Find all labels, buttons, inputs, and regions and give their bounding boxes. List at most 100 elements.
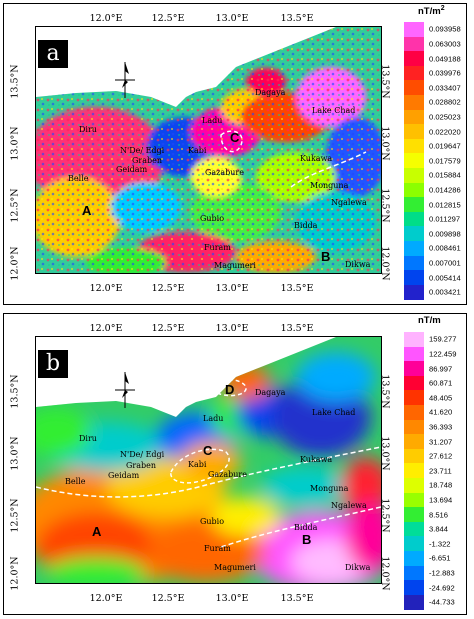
lat-tick-left: 13.5°N <box>9 64 21 99</box>
place-label: Gubio <box>200 214 225 223</box>
north-arrow-icon <box>115 62 135 98</box>
lon-tick-bottom: 13.5°E <box>280 283 314 294</box>
legend-swatch <box>404 332 424 348</box>
legend-swatch <box>404 124 424 140</box>
zone-label: A <box>92 524 102 539</box>
legend-swatch <box>404 551 424 567</box>
legend-swatch <box>404 492 424 508</box>
legend-swatch <box>404 51 424 67</box>
legend-swatch <box>404 153 424 169</box>
legend-value: 0.003421 <box>429 287 461 297</box>
zone-label: A <box>82 203 92 218</box>
legend-swatch <box>404 270 424 286</box>
legend-value: 27.612 <box>429 451 453 461</box>
legend-value: 0.063003 <box>429 39 461 49</box>
lat-tick-left: 13.5°N <box>9 374 21 409</box>
place-label: Bidda <box>294 523 318 532</box>
place-label: Gubio <box>200 517 225 526</box>
legend-value: -12.883 <box>429 568 455 578</box>
legend-value: 122.459 <box>429 349 457 359</box>
place-label: Belle <box>65 477 86 486</box>
lat-tick-left: 12.0°N <box>9 556 21 591</box>
legend-value: 0.049188 <box>429 54 461 63</box>
panel-a: 12.0°E 12.5°E 13.0°E 13.5°E 12.0°E 12.5°… <box>3 3 467 305</box>
legend-value: 0.008461 <box>429 243 461 253</box>
lat-tick-left: 12.5°N <box>9 188 21 223</box>
place-label: Diru <box>79 434 97 443</box>
place-label: Furam <box>204 243 231 252</box>
place-label: Lake Chad <box>312 408 356 417</box>
legend-value: 31.207 <box>429 437 453 446</box>
place-label: Ladu <box>203 414 224 423</box>
legend-value: 86.997 <box>429 364 453 373</box>
zone-label: B <box>302 532 312 547</box>
place-label: Dagaya <box>255 88 286 97</box>
legend-swatch <box>404 478 424 494</box>
gradient-map-b <box>35 336 382 584</box>
legend-value: 41.620 <box>429 407 453 417</box>
panel-b-label: b <box>38 350 68 378</box>
legend-value: 13.694 <box>429 495 453 505</box>
place-label: Gazabure <box>205 168 244 177</box>
lon-tick-bottom: 13.0°E <box>215 593 249 604</box>
legend-value: 0.005414 <box>429 273 461 282</box>
place-label: Monguna <box>310 181 349 190</box>
legend-swatch <box>404 419 424 435</box>
legend-swatch <box>404 434 424 450</box>
legend-value: 0.009898 <box>429 229 461 239</box>
lon-tick-bottom: 12.0°E <box>89 593 123 604</box>
legend-swatch <box>404 346 424 362</box>
legend-swatch <box>404 565 424 581</box>
lon-tick-top: 13.5°E <box>280 13 314 24</box>
place-label: Kukawa <box>300 455 333 464</box>
legend-swatch <box>404 507 424 523</box>
legend-value: 0.019647 <box>429 141 461 151</box>
lon-tick-bottom: 12.5°E <box>151 283 185 294</box>
legend-value: 18.748 <box>429 480 453 490</box>
legend-value: 0.011297 <box>429 214 461 224</box>
legend-swatch <box>404 375 424 391</box>
lon-tick-top: 13.0°E <box>215 13 249 24</box>
place-label: Graben <box>132 156 162 165</box>
legend-swatch <box>404 536 424 552</box>
legend-swatch <box>404 182 424 198</box>
lon-tick-bottom: 12.0°E <box>89 283 123 294</box>
legend-value: 23.711 <box>429 466 452 476</box>
legend-swatch <box>404 241 424 257</box>
legend-value: 0.028802 <box>429 97 461 107</box>
place-label: Dagaya <box>255 388 286 397</box>
legend-swatch <box>404 80 424 96</box>
legend-swatch <box>404 211 424 227</box>
legend-value: 3.844 <box>429 524 449 534</box>
place-label: N'De/ Edgi <box>120 450 165 459</box>
lon-tick-top: 12.5°E <box>151 13 185 24</box>
zone-label: B <box>321 249 331 264</box>
legend-value: 60.871 <box>429 378 453 388</box>
legend-swatch <box>404 65 424 81</box>
legend-swatch <box>404 284 424 300</box>
zone-label: C <box>203 443 213 458</box>
lon-tick-top: 13.0°E <box>215 323 249 334</box>
legend-value: 0.093958 <box>429 24 461 34</box>
lat-tick-left: 13.0°N <box>9 126 21 161</box>
zone-label: C <box>230 130 240 145</box>
lon-tick-bottom: 13.5°E <box>280 593 314 604</box>
legend-value: -44.733 <box>429 597 455 607</box>
place-label: Graben <box>126 461 156 470</box>
lon-tick-top: 12.0°E <box>89 323 123 334</box>
gradient-map-a <box>35 26 382 274</box>
legend-b-title: nT/m <box>418 315 441 326</box>
lon-tick-top: 13.5°E <box>280 323 314 334</box>
place-label: Lake Chad <box>312 106 356 115</box>
legend-swatch <box>404 95 424 111</box>
legend-swatch <box>404 594 424 610</box>
lon-tick-top: 12.5°E <box>151 323 185 334</box>
legend-value: -6.651 <box>429 553 451 563</box>
legend-value: 48.405 <box>429 393 453 403</box>
legend-value: 0.014286 <box>429 185 461 195</box>
legend-value: 0.033407 <box>429 83 461 93</box>
legend-swatch <box>404 448 424 464</box>
place-label: Magumeri <box>214 261 256 270</box>
place-label: Kabi <box>188 460 207 469</box>
legend-swatch <box>404 580 424 596</box>
